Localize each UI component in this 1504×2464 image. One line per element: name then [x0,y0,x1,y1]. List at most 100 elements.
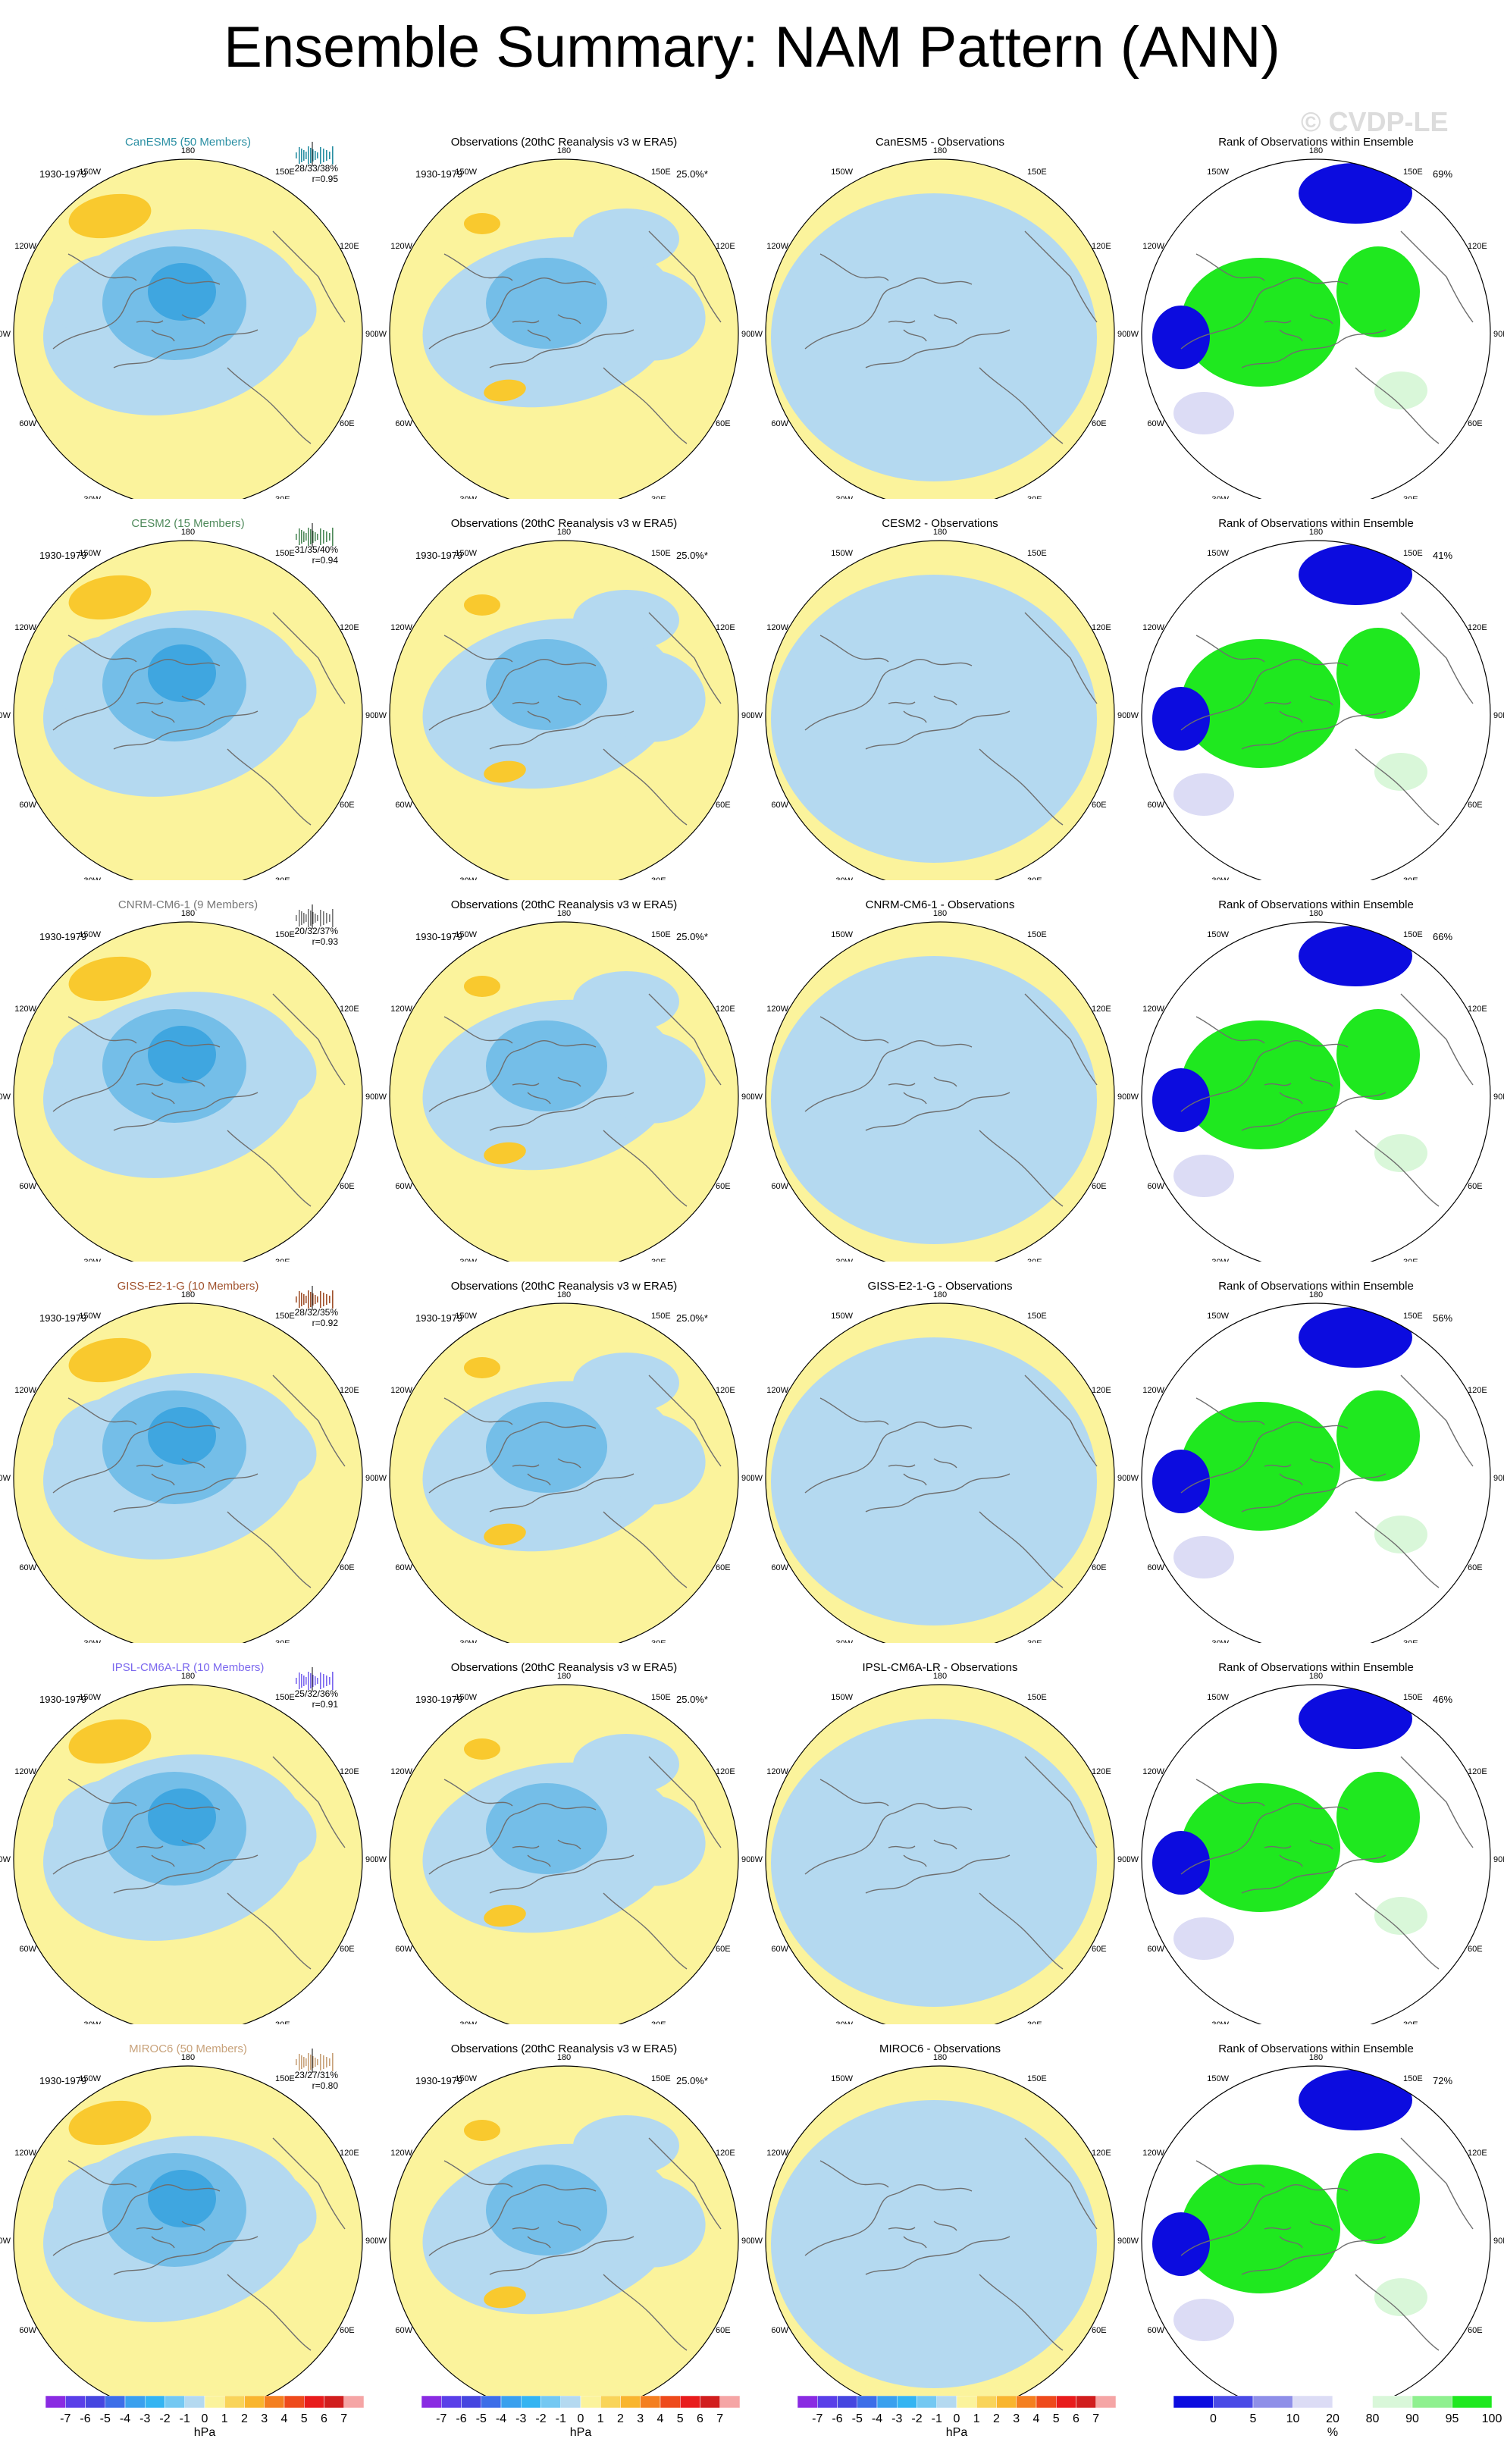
degree-label: 150W [455,1693,477,1702]
panel-title: CNRM-CM6-1 - Observations [865,898,1015,911]
member-mark [329,533,331,541]
member-mark [306,1296,307,1303]
degree-label: 120E [1092,623,1111,632]
colorbar-tick-label: -6 [456,2412,467,2425]
coastlines [428,993,722,1207]
member-mark [303,2057,305,2067]
degree-label: 30W [83,2020,101,2024]
field-contour [484,1142,526,1165]
pattern-correlation: r=0.94 [312,555,338,566]
degree-label: 60E [1468,419,1483,428]
panel-row-ipsl-cm6a-lr: 1800150W150E120W120E90W90E60W60E30W30EIP… [0,1643,1504,2024]
colorbar-swatch [876,2396,898,2409]
field-contour [484,760,526,783]
field-contour [1181,1783,1340,1912]
degree-label: 120W [766,1005,788,1014]
coastlines [1180,1756,1474,1970]
degree-label: 120W [390,2149,412,2158]
panel-row-cnrm-cm6-1: 1800150W150E120W120E90W90E60W60E30W30E CN… [0,880,1504,1262]
map-boundary [389,540,739,880]
colorbar-swatch [184,2396,205,2409]
colorbar-tick-label: -2 [159,2412,171,2425]
field-contour [1374,2278,1427,2316]
field-contour [1299,163,1412,224]
colorbar-unit: hPa [945,2426,968,2439]
map-boundary [1141,540,1491,880]
pattern-correlation: r=0.95 [312,174,338,184]
degree-label: 90W [1128,1855,1139,1864]
diff-panel: 1800150W150E120W120E90W90E60W60E30W30EGI… [752,1262,1128,1643]
degree-label: 60W [395,419,412,428]
degree-label: 60W [19,801,36,810]
member-spread-chart [296,523,334,547]
degree-label: 90E [365,1092,376,1102]
colorbar-tick-label: 5 [676,2412,684,2425]
colorbar-tick-label: 0 [577,2412,584,2425]
field-contour [1336,628,1420,719]
member-mark [299,910,300,926]
member-mark [303,531,305,542]
degree-label: 30W [83,876,101,880]
field-contour [1181,639,1340,768]
degree-label: 150W [455,549,477,558]
degree-label: 150E [1403,1312,1423,1321]
member-mark [315,151,316,160]
member-mark [299,2054,300,2071]
degree-label: 120W [390,1386,412,1395]
degree-label: 90E [1117,711,1128,720]
pct-variance-range: 28/32/35% [294,1307,338,1318]
colorbar-tick-label: 0 [201,2412,208,2425]
field-contour [1336,1009,1420,1100]
degree-label: 120W [14,1005,36,1014]
member-mark [301,1674,302,1688]
colorbar-tick-label: -3 [515,2412,527,2425]
coastlines [1180,1375,1474,1588]
degree-label: 60W [1147,2326,1164,2335]
field-contour [148,2170,216,2227]
member-mark [332,909,334,927]
colorbar-swatch [1016,2396,1037,2409]
colorbar-swatch [224,2396,245,2409]
field-contour [148,1788,216,1846]
degree-label: 90W [376,330,387,339]
colorbar-tick-label: 6 [321,2412,327,2425]
degree-label: 90E [1117,2237,1128,2246]
rank-panel: 1800150W150E120W120E90W90E60W60E30W30ERa… [1128,499,1504,880]
period-label: 1930-1979 [415,1312,463,1324]
rank-panel: 1800150W150E120W120E90W90E60W60E30W30ERa… [1128,1643,1504,2024]
degree-label: 150W [831,168,853,177]
colorbar-swatch [620,2396,641,2409]
rank-pct: 46% [1433,1694,1453,1705]
degree-label: 150E [651,168,671,177]
obs-panel: 1800150W150E120W120E90W90E60W60E30W30EOb… [376,118,752,499]
degree-label: 60E [716,1182,731,1191]
pct-variance-range: 20/32/37% [294,926,338,936]
colorbar-tick-label: -4 [119,2412,131,2425]
coastlines [428,1375,722,1588]
polar-map: 1800150W150E120W120E90W90E60W60E30W30E [1128,909,1504,1262]
member-mark [315,1295,316,1304]
degree-label: 60E [340,1945,355,1954]
degree-label: 60E [340,1182,355,1191]
degree-label: 60W [1147,419,1164,428]
field-contour [771,193,1097,481]
polar-map: 1800150W150E120W120E90W90E60W60E30W30E [752,146,1128,499]
degree-label: 120E [1092,2149,1111,2158]
field-contour [1152,1068,1210,1132]
pattern-correlation: r=0.92 [312,1318,338,1328]
panel-row-giss-e2-1-g: 1800150W150E120W120E90W90E60W60E30W30EGI… [0,1262,1504,1643]
member-mark [308,528,309,546]
degree-label: 120E [716,1386,735,1395]
colorbar-swatch [500,2396,522,2409]
coastlines [428,1756,722,1970]
diff-panel: 1800150W150E120W120E90W90E60W60E30W30EIP… [752,1643,1128,2024]
degree-label: 150E [1403,1693,1423,1702]
degree-label: 150W [1207,1312,1229,1321]
degree-label: 30E [1403,876,1418,880]
member-mark [301,2055,302,2069]
degree-label: 60W [771,801,788,810]
field-contour [68,1719,152,1764]
degree-label: 30W [835,876,853,880]
degree-label: 90E [1493,2237,1504,2246]
degree-label: 30W [83,1258,101,1262]
